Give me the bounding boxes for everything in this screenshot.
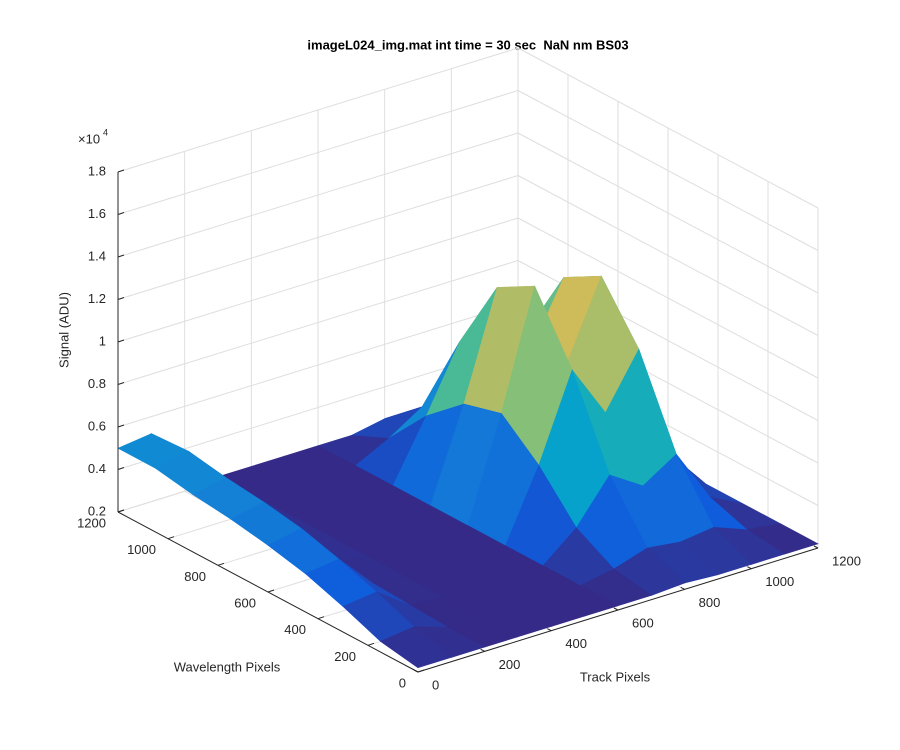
z-tick xyxy=(117,339,125,343)
y-tick xyxy=(117,509,125,513)
x-tick xyxy=(547,628,552,632)
z-tick-label: 1.8 xyxy=(88,163,106,178)
y-tick-label: 200 xyxy=(334,649,356,664)
x-tick xyxy=(413,669,419,673)
y-tick xyxy=(417,669,425,673)
z-tick xyxy=(117,212,125,215)
z-tick xyxy=(117,254,125,258)
y-axis-label: Wavelength Pixels xyxy=(174,659,281,674)
x-tick xyxy=(680,586,685,590)
z-tick-label: 1.2 xyxy=(88,291,106,306)
x-tick-label: 600 xyxy=(632,615,654,630)
z-tick-label: 1.4 xyxy=(88,248,106,263)
z-tick xyxy=(117,297,125,300)
z-tick-label: 0.4 xyxy=(88,461,106,476)
x-tick xyxy=(747,566,752,570)
z-tick-label: 0.6 xyxy=(88,418,106,433)
x-tick xyxy=(813,545,819,549)
x-tick-label: 800 xyxy=(699,595,721,610)
y-tick xyxy=(267,589,275,593)
y-tick-label: 600 xyxy=(234,595,256,610)
y-tick xyxy=(317,616,325,620)
y-tick-label: 1200 xyxy=(77,515,106,530)
x-axis-label: Track Pixels xyxy=(580,669,651,684)
x-tick-label: 1200 xyxy=(832,553,861,568)
z-tick xyxy=(117,424,125,428)
x-tick-label: 400 xyxy=(565,636,587,651)
y-tick-label: 0 xyxy=(399,675,406,690)
y-tick-label: 800 xyxy=(184,569,206,584)
y-tick xyxy=(217,562,225,566)
z-axis-label: Signal (ADU) xyxy=(56,292,71,368)
y-tick xyxy=(367,642,375,646)
x-tick xyxy=(480,648,485,652)
y-tick-label: 400 xyxy=(284,622,306,637)
chart-title: imageL024_img.mat int time = 30 sec NaN … xyxy=(307,37,628,52)
y-tick xyxy=(167,536,175,540)
z-tick xyxy=(117,169,125,173)
z-tick xyxy=(117,467,125,470)
z-tick-label: 1.6 xyxy=(88,206,106,221)
z-tick-label: 0.2 xyxy=(88,503,106,518)
y-tick-label: 1000 xyxy=(127,542,156,557)
surface-patch xyxy=(379,626,452,669)
z-multiplier: ×10 xyxy=(78,131,100,146)
x-tick-label: 200 xyxy=(499,657,521,672)
z-tick-label: 0.8 xyxy=(88,376,106,391)
z-tick xyxy=(117,382,125,385)
z-exponent: 4 xyxy=(103,127,108,137)
x-tick-label: 1000 xyxy=(765,574,794,589)
z-tick-label: 1 xyxy=(99,333,106,348)
x-tick xyxy=(613,607,619,611)
x-tick-label: 0 xyxy=(432,677,439,692)
